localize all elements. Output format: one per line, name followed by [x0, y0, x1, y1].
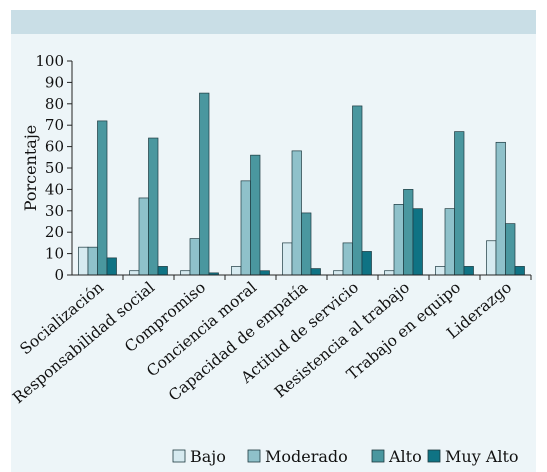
bar-alto [251, 155, 261, 275]
bar-bajo [436, 266, 446, 275]
bar-alto [302, 213, 312, 275]
bar-bajo [181, 271, 191, 275]
bar-alto [200, 93, 210, 275]
bar-muy-alto [515, 266, 525, 275]
legend-label: Moderado [265, 447, 348, 466]
y-tick-label: 90 [45, 73, 64, 91]
bar-bajo [79, 247, 89, 275]
bar-muy-alto [362, 251, 372, 275]
y-tick-label: 20 [45, 223, 64, 241]
bar-alto [149, 138, 159, 275]
bar-alto [353, 106, 363, 275]
y-tick-label: 70 [45, 116, 64, 134]
y-axis-title: Porcentaje [21, 125, 40, 212]
bar-alto [455, 132, 465, 275]
bar-alto [506, 224, 516, 275]
bar-moderado [343, 243, 353, 275]
bar-muy-alto [260, 271, 270, 275]
legend: Bajo Moderado Alto Muy Alto [173, 447, 519, 466]
bar-bajo [232, 266, 242, 275]
bars [79, 93, 525, 275]
y-tick-label: 60 [45, 138, 64, 156]
bar-muy-alto [464, 266, 474, 275]
y-axis: 0 10 20 30 40 50 60 70 80 90 100 [35, 52, 72, 284]
bar-moderado [394, 204, 404, 275]
bar-moderado [88, 247, 98, 275]
y-tick-label: 30 [45, 202, 64, 220]
legend-label: Alto [388, 447, 422, 466]
legend-swatch [173, 450, 185, 462]
bar-muy-alto [107, 258, 117, 275]
legend-label: Bajo [190, 447, 226, 466]
legend-swatch [428, 450, 440, 462]
y-tick-label: 50 [45, 159, 64, 177]
y-tick-label: 80 [45, 95, 64, 113]
bar-bajo [283, 243, 293, 275]
bar-moderado [445, 209, 455, 275]
legend-swatch [372, 450, 384, 462]
bar-muy-alto [413, 209, 423, 275]
legend-swatch [248, 450, 260, 462]
bar-bajo [487, 241, 497, 275]
bar-alto [98, 121, 108, 275]
y-tick-label: 10 [45, 245, 64, 263]
bar-bajo [130, 271, 140, 275]
bar-moderado [190, 239, 200, 275]
y-tick-label: 40 [45, 180, 64, 198]
legend-label: Muy Alto [445, 447, 519, 466]
bar-muy-alto [311, 269, 321, 275]
bar-moderado [292, 151, 302, 275]
bar-alto [404, 189, 414, 275]
y-tick-label: 100 [35, 52, 64, 70]
bar-moderado [139, 198, 149, 275]
bar-moderado [241, 181, 251, 275]
bar-moderado [496, 142, 506, 275]
bar-bajo [334, 271, 344, 275]
bar-bajo [385, 271, 395, 275]
x-category-label: Socialización [17, 278, 108, 358]
bar-muy-alto [158, 266, 168, 275]
y-tick-label: 0 [54, 266, 64, 284]
